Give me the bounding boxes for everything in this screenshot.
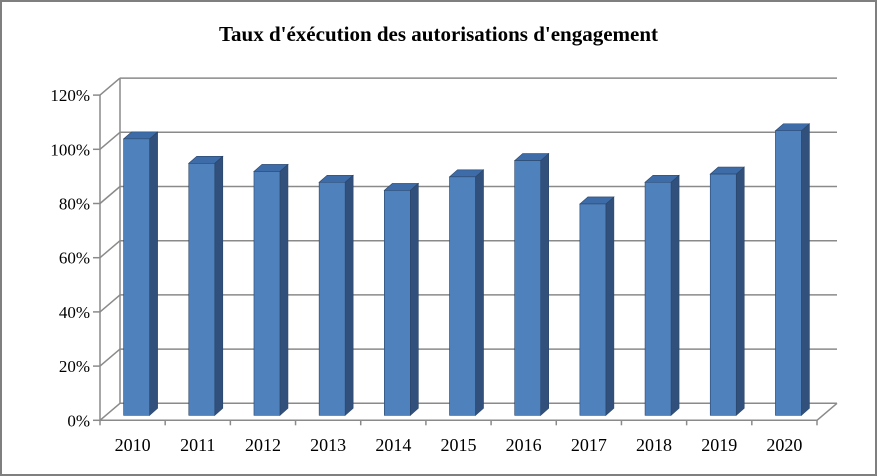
- bar-2012: [253, 171, 281, 416]
- gridline-depth-connector: [99, 185, 121, 205]
- x-axis-label: 2014: [375, 435, 411, 455]
- x-axis-label: 2020: [766, 435, 802, 455]
- x-axis-label: 2010: [115, 435, 151, 455]
- bar-2015: [449, 176, 476, 416]
- bar-side-2018: [670, 174, 680, 416]
- chart-title: Taux d'éxécution des autorisations d'eng…: [218, 22, 659, 46]
- x-axis-label: 2013: [310, 435, 346, 455]
- x-axis-label: 2017: [571, 435, 607, 455]
- gridline-depth-connector: [99, 348, 121, 367]
- bar-2018: [644, 181, 672, 416]
- y-axis-label: 60%: [59, 249, 90, 268]
- x-axis-label: 2016: [506, 435, 542, 455]
- bar-side-2015: [475, 169, 484, 416]
- x-axis-label: 2018: [636, 435, 672, 455]
- y-axis-label: 120%: [50, 86, 90, 105]
- bar-2010: [123, 138, 150, 416]
- bar-2013: [318, 181, 346, 416]
- bar-side-2011: [214, 155, 224, 416]
- bar-2014: [384, 190, 411, 416]
- bar-side-2016: [540, 152, 549, 416]
- bar-2017: [579, 203, 607, 416]
- y-axis-label: 100%: [50, 140, 90, 159]
- bar-side-2020: [801, 123, 810, 416]
- bar-side-2010: [149, 131, 158, 416]
- bar-side-2013: [344, 174, 354, 416]
- bar-2019: [709, 173, 737, 416]
- x-axis-label: 2012: [245, 435, 281, 455]
- bar-2020: [775, 130, 802, 416]
- bar-side-2012: [279, 163, 289, 416]
- gridline-depth-connector: [99, 131, 121, 150]
- gridline-depth-connector: [99, 294, 121, 313]
- bar-side-2017: [605, 196, 615, 416]
- y-axis-label: 0%: [67, 411, 90, 430]
- x-axis-label: 2011: [180, 435, 215, 455]
- x-axis-label: 2015: [441, 435, 477, 455]
- y-axis-label: 40%: [59, 303, 90, 322]
- gridline-depth-connector: [99, 402, 121, 421]
- y-axis-label: 80%: [59, 194, 90, 213]
- bar-side-2019: [735, 166, 745, 416]
- x-axis-label: 2019: [701, 435, 737, 455]
- bar-2016: [514, 160, 541, 416]
- floor-right-edge: [816, 402, 838, 421]
- gridline-depth-connector: [99, 240, 121, 259]
- bar-2011: [188, 162, 216, 416]
- bar-side-2014: [410, 182, 419, 416]
- gridline-depth-connector: [99, 77, 121, 96]
- y-axis-label: 20%: [59, 357, 90, 376]
